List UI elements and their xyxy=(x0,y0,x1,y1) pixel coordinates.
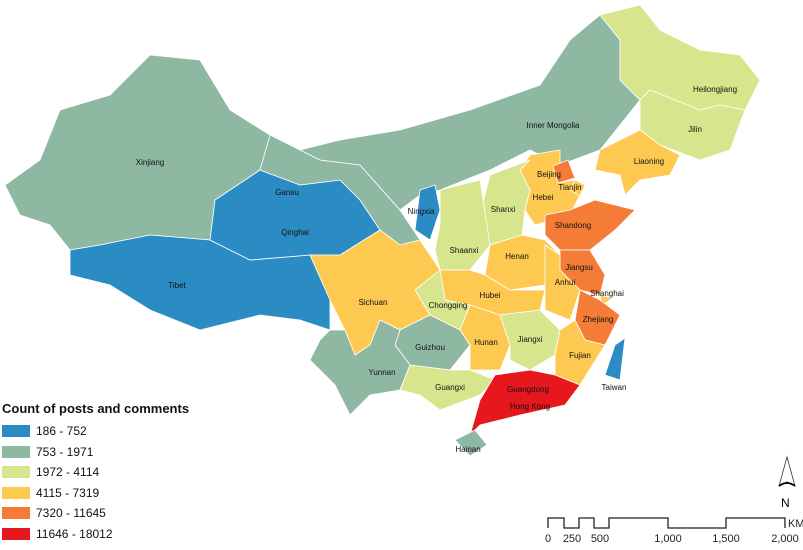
province-label: Jiangxi xyxy=(518,335,543,344)
province-label: Ningxia xyxy=(408,207,435,216)
province-label: Liaoning xyxy=(634,157,664,166)
province-label: Fujian xyxy=(569,351,591,360)
province-label: Gansu xyxy=(275,188,299,197)
province-label: Qinghai xyxy=(281,228,309,237)
scale-tick: 1,000 xyxy=(654,533,682,545)
legend-item: 186 - 752 xyxy=(2,421,189,442)
scale-tick: 1,500 xyxy=(712,533,740,545)
north-arrow-icon xyxy=(778,455,796,487)
province-label: Guangxi xyxy=(435,383,465,392)
province-guangdong xyxy=(469,369,581,437)
province-label: Shandong xyxy=(555,221,591,230)
province-label: Hunan xyxy=(474,338,498,347)
province-label: Inner Mongolia xyxy=(527,121,580,130)
province-shandong xyxy=(544,199,636,251)
legend-swatch xyxy=(2,445,30,458)
legend-item: 7320 - 11645 xyxy=(2,503,189,524)
province-label: Zhejiang xyxy=(583,315,614,324)
province-label: Henan xyxy=(505,252,529,261)
legend-item: 1972 - 4114 xyxy=(2,462,189,483)
province-shaanxi xyxy=(434,179,491,271)
province-label: Tibet xyxy=(168,281,186,290)
legend-swatch xyxy=(2,507,30,520)
legend-title: Count of posts and comments xyxy=(2,401,190,416)
province-taiwan xyxy=(604,337,626,381)
province-label: Shanghai xyxy=(590,289,624,298)
legend-label: 11646 - 18012 xyxy=(36,526,113,541)
legend-label: 7320 - 11645 xyxy=(36,506,106,521)
province-hainan xyxy=(454,429,488,457)
province-label: Hubei xyxy=(480,291,501,300)
scale-unit: KM xyxy=(788,518,803,530)
province-label: Taiwan xyxy=(602,383,627,392)
legend-item: 11646 - 18012 xyxy=(2,524,189,545)
scale-tick: 2,000 xyxy=(771,533,799,545)
province-label: Tianjin xyxy=(558,183,581,192)
legend-label: 4115 - 7319 xyxy=(36,485,100,500)
province-label: Sichuan xyxy=(359,298,388,307)
province-label: Guizhou xyxy=(415,343,445,352)
legend-swatch xyxy=(2,527,30,540)
scale-tick: 250 xyxy=(563,533,581,545)
legend-label: 1972 - 4114 xyxy=(36,465,100,480)
province-ningxia xyxy=(414,184,441,241)
province-label: Chongqing xyxy=(429,301,468,310)
scale-bar-line xyxy=(547,517,786,529)
legend-swatch xyxy=(2,486,30,499)
north-label: N xyxy=(781,496,790,510)
province-label: Heilongjiang xyxy=(693,85,737,94)
legend-swatch xyxy=(2,425,30,438)
legend-item: 753 - 1971 xyxy=(2,442,189,463)
scale-bar: KM 0 250 500 1,000 1,500 2,000 xyxy=(540,510,803,550)
province-label: Beijing xyxy=(537,170,561,179)
province-label: Hainan xyxy=(455,445,480,454)
legend-swatch xyxy=(2,466,30,479)
legend-item: 4115 - 7319 xyxy=(2,483,189,504)
province-anhui xyxy=(544,244,581,321)
province-label: Xinjiang xyxy=(136,158,164,167)
scale-tick: 0 xyxy=(545,533,551,545)
province-beijing xyxy=(552,159,576,184)
hong-kong-label: Hong Kong xyxy=(510,402,550,411)
province-label: Jilin xyxy=(688,125,702,134)
legend-label: 186 - 752 xyxy=(36,424,87,439)
province-label: Anhui xyxy=(555,278,576,287)
province-label: Shaanxi xyxy=(450,246,479,255)
province-liaoning xyxy=(594,129,681,196)
province-tianjin xyxy=(569,179,586,197)
province-label: Guangdong xyxy=(507,385,549,394)
legend: Count of posts and comments 186 - 752 753… xyxy=(2,401,189,544)
province-label: Yunnan xyxy=(368,368,395,377)
north-arrow: N xyxy=(776,455,798,510)
province-label: Jiangsu xyxy=(565,263,593,272)
province-label: Shanxi xyxy=(491,205,516,214)
province-label: Hebei xyxy=(533,193,554,202)
scale-tick: 500 xyxy=(591,533,609,545)
legend-label: 753 - 1971 xyxy=(36,444,94,459)
